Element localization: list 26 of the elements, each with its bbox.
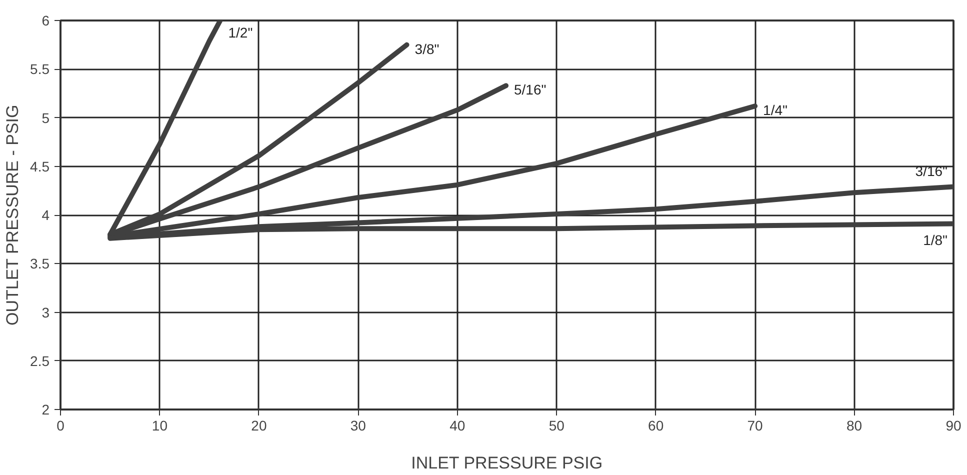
y-tick-label: 5.5 (30, 61, 50, 78)
x-tick-label: 10 (152, 418, 168, 434)
x-tick-label: 40 (450, 418, 466, 434)
y-tick-label: 4.5 (30, 158, 50, 174)
y-tick-label: 6 (42, 12, 50, 28)
y-tick-label: 2 (42, 402, 50, 418)
x-tick-label: 70 (747, 418, 764, 434)
series-label: 5/16" (514, 82, 546, 98)
x-tick-label: 90 (946, 418, 962, 434)
series-label: 1/2" (228, 24, 253, 40)
x-tick-label: 80 (846, 418, 862, 434)
x-tick-label: 50 (548, 418, 565, 434)
x-tick-label: 0 (56, 418, 65, 434)
x-tick-label: 20 (251, 418, 267, 434)
x-tick-label: 60 (648, 418, 664, 434)
y-tick-label: 3 (42, 304, 50, 320)
series-label: 3/8" (414, 40, 440, 57)
y-tick-label: 2.5 (30, 352, 50, 369)
x-axis-title: INLET PRESSURE PSIG (411, 454, 603, 472)
y-tick-label: 3.5 (30, 256, 50, 272)
series-label: 1/8" (923, 232, 948, 248)
y-tick-label: 5 (42, 110, 50, 126)
x-tick-label: 30 (350, 418, 366, 434)
y-axis-title: OUTLET PRESSURE - PSIG (3, 104, 22, 326)
y-tick-label: 4 (42, 207, 50, 223)
series-label: 1/4" (763, 102, 788, 118)
